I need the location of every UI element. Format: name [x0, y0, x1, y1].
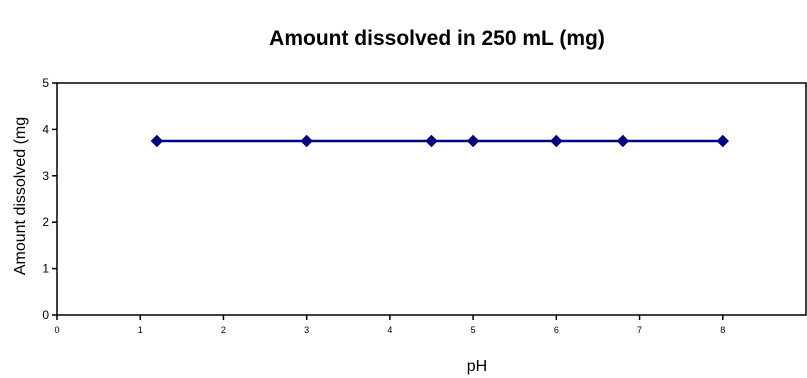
plot-border	[56, 82, 807, 316]
x-tick-label: 3	[304, 325, 309, 335]
x-tick-label: 5	[471, 325, 476, 335]
x-tick-label: 0	[54, 325, 59, 335]
x-tick-label: 1	[138, 325, 143, 335]
chart-title: Amount dissolved in 250 mL (mg)	[269, 27, 605, 50]
data-point	[466, 134, 480, 148]
x-tick-label: 8	[720, 325, 725, 335]
x-tick-label: 4	[387, 325, 392, 335]
x-axis-label: pH	[467, 358, 487, 375]
y-axis-label: Amount dissolved (mg	[12, 117, 29, 275]
y-tick-label: 5	[42, 76, 49, 90]
x-tick-label: 7	[637, 325, 642, 335]
data-point	[425, 134, 438, 148]
data-point	[150, 134, 164, 148]
x-tick-label: 6	[554, 325, 559, 335]
y-tick-label: 0	[42, 308, 49, 322]
data-point	[716, 134, 729, 148]
x-tick-label: 2	[221, 325, 226, 335]
data-point	[300, 134, 313, 148]
data-point	[616, 134, 630, 148]
data-point	[550, 134, 563, 148]
y-tick-label: 1	[42, 262, 49, 276]
plot-area: 0 1 2 3 4 5 0 1 2 3 4 5 6 7 8	[42, 76, 807, 335]
y-tick-label: 2	[42, 215, 49, 229]
y-tick-label: 3	[42, 169, 49, 183]
y-tick-label: 4	[42, 122, 49, 136]
